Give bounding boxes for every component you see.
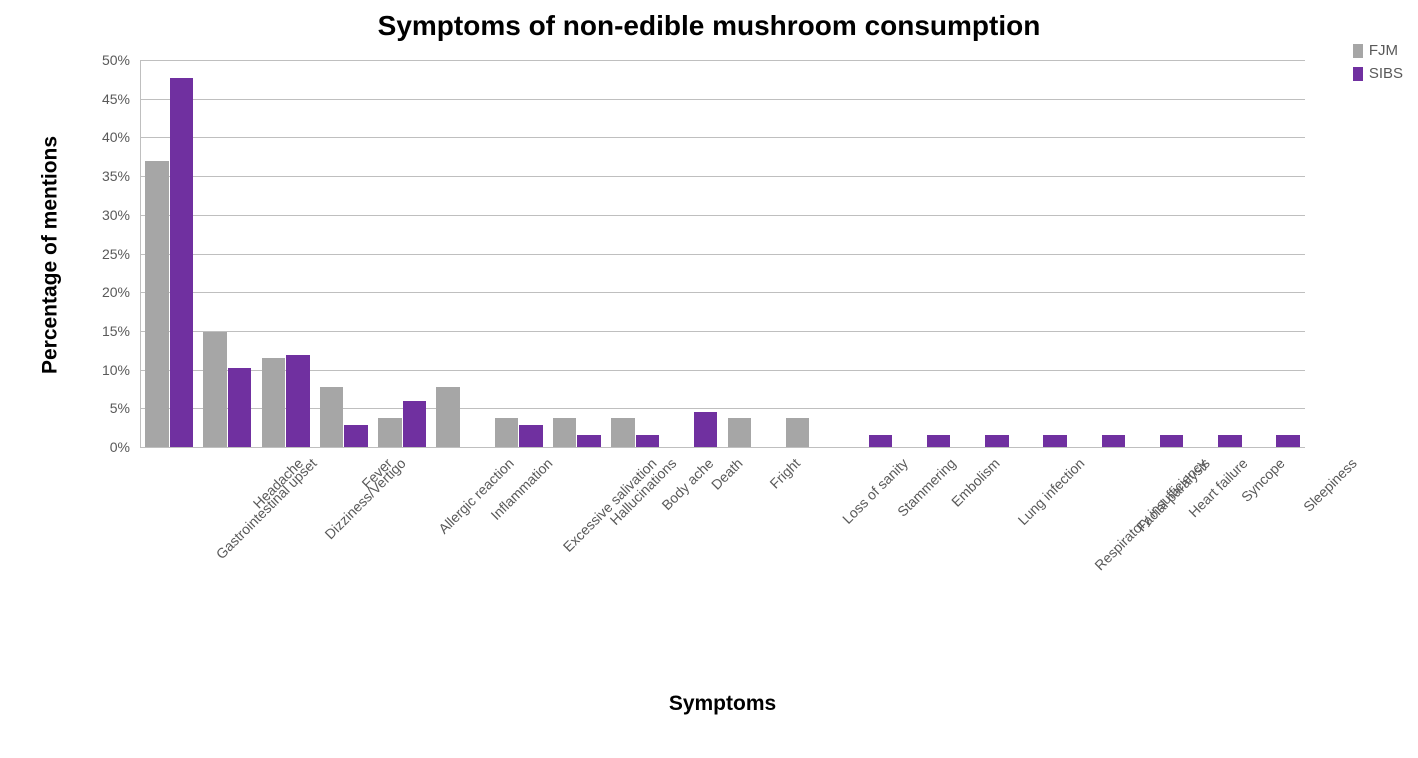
legend-label: SIBS — [1369, 65, 1403, 82]
bar — [286, 355, 309, 447]
y-tick-label: 5% — [85, 400, 130, 416]
x-tick-label: Sleepiness — [1300, 455, 1360, 515]
bar — [378, 418, 401, 447]
x-tick-label: Dizziness/Vertigo — [321, 455, 408, 542]
legend-item-fjm: FJM — [1353, 42, 1403, 59]
y-tick-label: 40% — [85, 129, 130, 145]
bar — [403, 401, 426, 447]
x-tick-label: Lung infection — [1014, 455, 1087, 528]
bar — [1218, 435, 1241, 447]
y-tick-label: 35% — [85, 168, 130, 184]
bar — [170, 78, 193, 447]
bar — [636, 435, 659, 447]
x-tick-label: Fright — [766, 455, 803, 492]
bar — [927, 435, 950, 447]
x-axis-labels: Gastrointestinal upsetHeadacheDizziness/… — [140, 455, 1305, 695]
bar — [985, 435, 1008, 447]
bar — [553, 418, 576, 447]
x-axis-label: Symptoms — [140, 692, 1305, 716]
legend: FJM SIBS — [1353, 42, 1403, 88]
y-axis-label: Percentage of mentions — [38, 62, 62, 449]
legend-label: FJM — [1369, 42, 1398, 59]
x-tick-label: Excessive salivation — [559, 455, 659, 555]
y-tick-label: 45% — [85, 91, 130, 107]
bar — [203, 332, 226, 447]
bar — [320, 387, 343, 447]
bar — [436, 387, 459, 447]
bar — [262, 358, 285, 447]
bar — [519, 425, 542, 447]
bar — [786, 418, 809, 447]
chart-container: Symptoms of non-edible mushroom consumpt… — [0, 0, 1418, 758]
legend-swatch — [1353, 44, 1363, 58]
bar — [1102, 435, 1125, 447]
y-tick-label: 20% — [85, 284, 130, 300]
gridline — [140, 447, 1305, 448]
y-tick-label: 0% — [85, 439, 130, 455]
bar — [1043, 435, 1066, 447]
legend-item-sibs: SIBS — [1353, 65, 1403, 82]
bar — [728, 418, 751, 447]
y-tick-label: 50% — [85, 52, 130, 68]
bar — [344, 425, 367, 447]
bar — [869, 435, 892, 447]
bar — [1160, 435, 1183, 447]
bar — [495, 418, 518, 447]
bar — [145, 161, 168, 447]
bar — [694, 412, 717, 447]
bar — [1276, 435, 1299, 447]
y-tick-label: 15% — [85, 323, 130, 339]
bar — [228, 368, 251, 447]
legend-swatch — [1353, 67, 1363, 81]
plot-area — [140, 60, 1305, 447]
bar — [611, 418, 634, 447]
x-tick-label: Gastrointestinal upset — [213, 455, 320, 562]
chart-title: Symptoms of non-edible mushroom consumpt… — [0, 10, 1418, 42]
x-tick-label: Death — [708, 455, 746, 493]
x-tick-label: Loss of sanity — [839, 455, 911, 527]
bars-layer — [140, 60, 1305, 447]
y-tick-label: 30% — [85, 207, 130, 223]
y-tick-label: 25% — [85, 246, 130, 262]
y-tick-label: 10% — [85, 362, 130, 378]
bar — [577, 435, 600, 447]
